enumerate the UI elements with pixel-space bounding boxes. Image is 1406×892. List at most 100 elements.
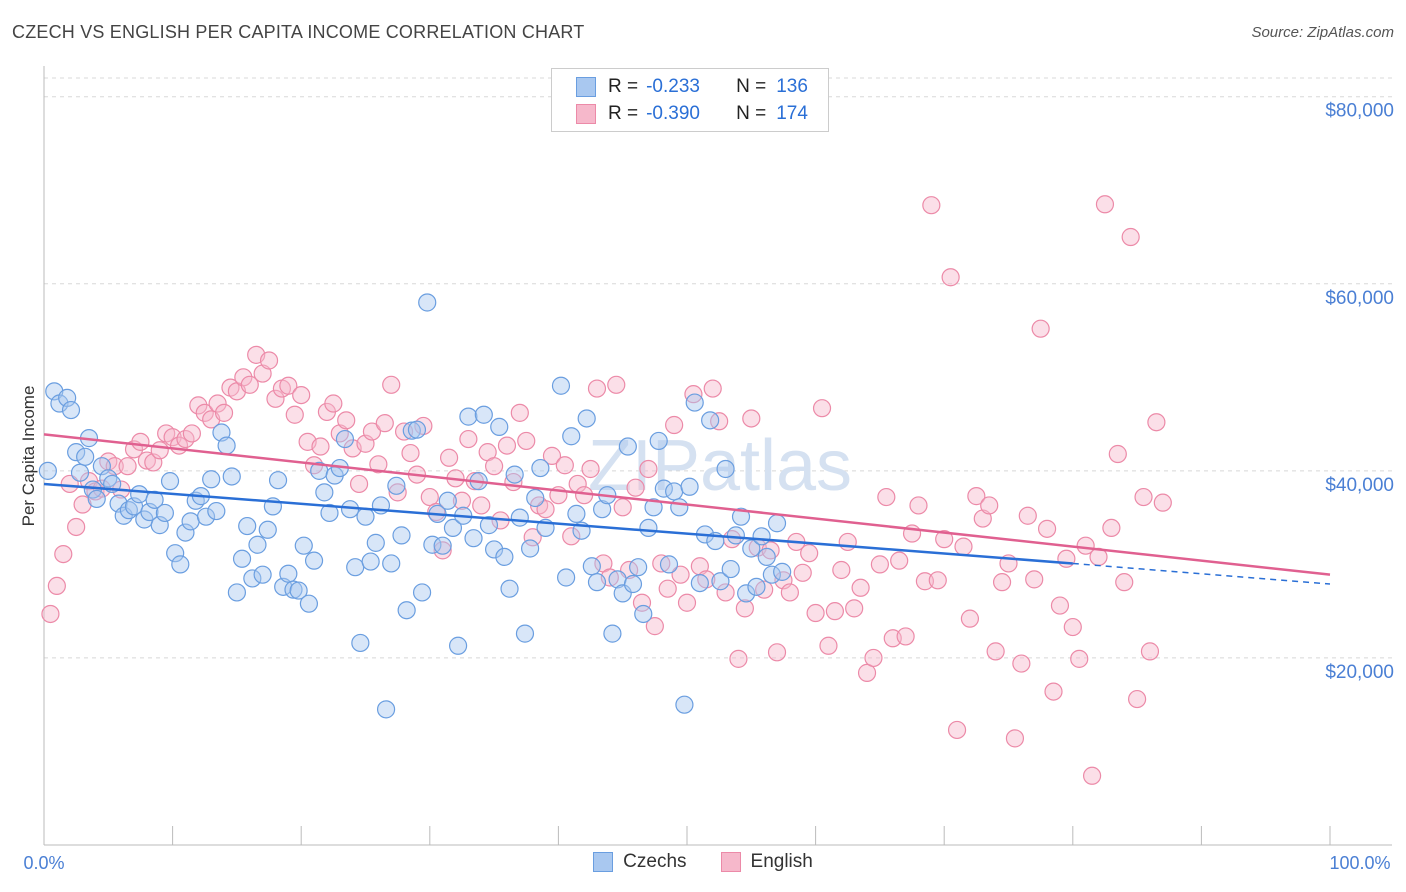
english-point [980,496,999,515]
english-point [864,648,883,668]
english-point [369,455,388,474]
english-point [973,509,992,528]
czechs-point [716,459,735,479]
czechs-point [315,483,334,502]
english-point [388,483,407,502]
czechs-point [726,526,745,545]
english-point [1102,518,1121,538]
czechs-point [392,526,411,545]
y-tick-label: $80,000 [1325,101,1394,122]
english-point [137,451,156,470]
english-point [1044,682,1063,701]
english-point [1147,413,1166,432]
english-point [1012,654,1031,673]
czechs-point [505,465,524,484]
y-tick-label: $20,000 [1325,662,1394,683]
czechs-point [767,514,787,533]
english-point [311,437,330,456]
y-axis-label: Per Capita Income [19,386,38,527]
english-point [838,532,857,552]
english-point [234,368,253,387]
english-point [47,576,66,596]
gridlines [44,77,1392,659]
english-point [401,443,420,463]
english-point [947,720,967,740]
czechs-point [351,633,370,653]
english-point [812,399,832,418]
english-point [851,578,870,597]
czechs-point [335,429,355,449]
czechs-point [582,557,601,576]
english-point [118,457,137,476]
english-point [240,375,259,394]
czechs-point [268,471,288,490]
english-point [1057,549,1076,568]
czechs-point [160,472,180,491]
czechs-point [618,437,637,456]
english-point [1082,766,1102,785]
english-point [825,602,844,621]
english-point [1127,689,1147,709]
czechs-point [464,529,483,548]
czechs-trend-line [43,482,1073,565]
n-value: 174 [776,103,808,124]
czechs-point [490,417,509,436]
czechs-point [557,568,576,587]
n-label: N = [736,103,767,124]
source-label: Source: ZipAtlas.com [1251,24,1394,41]
english-point [967,487,986,506]
czechs-point [87,489,106,509]
r-label: R = [608,103,639,124]
english-point [845,599,864,618]
czechs-point [577,409,596,428]
czechs-point [479,516,499,535]
czechs-point [711,572,730,591]
czechs-point [366,533,385,552]
czechs-point [320,503,339,523]
czechs-point [742,539,761,558]
english-point [1025,570,1044,589]
czechs-point [418,293,437,312]
english-point [189,396,208,415]
czechs-point [433,536,452,555]
czechs-point [773,562,792,581]
english-point [652,554,671,573]
english-point [324,394,343,413]
english-point [439,448,459,467]
czechs-point [76,447,95,466]
english-point [517,431,536,451]
english-point [890,551,909,570]
czechs-point [521,539,540,558]
english-point [909,496,928,515]
english-point [452,491,472,510]
czechs-point [346,558,365,577]
czechs-point [238,516,257,536]
czechs-point [680,477,699,496]
english-point [639,459,658,479]
english-point [562,527,581,546]
english-point [1018,506,1037,525]
english-point [1108,444,1127,464]
english-point [485,457,504,476]
english-trend-line [43,433,1331,576]
czechs-points [38,293,792,719]
czechs-point [670,498,689,517]
english-point [729,649,748,668]
czechs-point [243,569,262,588]
english-point [806,603,825,623]
r-value: -0.233 [646,76,700,97]
english-point [1070,649,1089,668]
english-point [780,583,799,602]
czechs-point [448,636,468,655]
x-tick-label-0: 0.0% [23,853,64,873]
czechs-point [70,463,90,482]
czechs-point [701,411,720,430]
english-point [182,424,201,443]
english-swatch [576,104,596,124]
czechs-trend-extension [1072,562,1331,585]
english-point [285,405,304,424]
english-point [870,555,890,574]
english-point [433,541,452,560]
english-point [382,375,401,394]
english-point [793,563,812,582]
